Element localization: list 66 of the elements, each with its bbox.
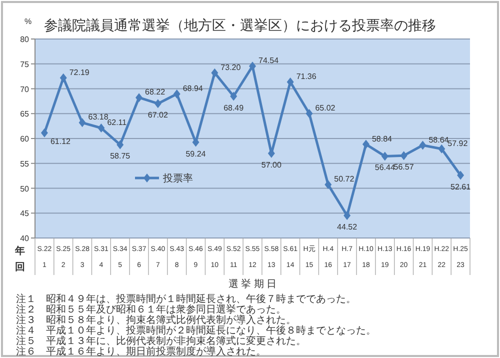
- point: [438, 144, 446, 154]
- chart-title: 参議院議員通常選挙（地方区・選挙区）における投票率の推移: [44, 17, 436, 33]
- text: 68.94: [182, 84, 203, 94]
- text: 注４ 平成１０年より、投票時間が２時間延長になり、午後８時までとなった。: [16, 324, 376, 336]
- point: [211, 68, 218, 78]
- text: 注３ 昭和５８年より、拘束名簿式比例代表制が導入された。: [16, 314, 296, 326]
- text: 58.75: [110, 152, 130, 161]
- y-tick-label: 70: [20, 84, 30, 94]
- point: [173, 90, 180, 99]
- point: [344, 211, 351, 220]
- point: [230, 92, 238, 101]
- text: 注５ 平成１３年に、比例代表制が非拘束名簿式に変更された。: [16, 335, 306, 347]
- point: [116, 140, 124, 150]
- y-tick-label: 55: [20, 159, 30, 168]
- text: 58.84: [372, 134, 392, 144]
- point: [60, 73, 67, 82]
- y-tick-label: 45: [20, 209, 30, 218]
- text: 56.44: [374, 163, 395, 172]
- point: [154, 99, 162, 108]
- point: [306, 109, 313, 118]
- point: [362, 140, 370, 149]
- text: 52.61: [450, 182, 471, 192]
- point: [136, 93, 143, 102]
- y-tick-label: 50: [20, 184, 30, 194]
- point: [98, 124, 105, 133]
- y-tick-label: 40: [20, 234, 30, 243]
- legend-label: 投票率: [162, 172, 193, 184]
- y-tick-label: 75: [20, 60, 30, 69]
- point: [419, 140, 426, 150]
- text: 注１ 昭和４９年は、投票時間が１時間延長され、午後７時までであった。: [16, 293, 356, 305]
- point: [286, 77, 294, 86]
- text: 44.52: [337, 222, 358, 232]
- y-tick-label: 60: [20, 134, 30, 144]
- point: [192, 138, 200, 147]
- text: 62.11: [107, 118, 127, 128]
- text: 57.00: [261, 160, 282, 170]
- text: 73.20: [220, 62, 241, 72]
- point: [40, 128, 48, 138]
- y-tick-label: 80: [20, 35, 30, 44]
- text: 71.36: [296, 72, 316, 81]
- text: 65.02: [315, 104, 336, 113]
- text: 68.22: [145, 88, 166, 97]
- text: 58.64: [428, 135, 449, 144]
- point: [249, 62, 256, 71]
- point: [78, 118, 86, 128]
- text: 年: [14, 245, 25, 257]
- text: 50.72: [334, 174, 354, 184]
- text: 57.92: [448, 138, 468, 148]
- point: [324, 180, 332, 190]
- y-axis-title: %: [24, 17, 32, 26]
- point: [457, 170, 464, 180]
- point: [381, 152, 388, 161]
- text: 61.12: [50, 136, 70, 146]
- text: 注６ 平成１６年より、期日前投票制度が導入された。: [16, 346, 266, 358]
- text: 59.24: [186, 149, 206, 158]
- text: 67.02: [148, 110, 168, 120]
- text: 注２ 昭和５５年及び昭和６１年は衆参同日選挙であった。: [16, 304, 286, 316]
- text: 回: [15, 262, 25, 273]
- text: 63.18: [88, 112, 108, 122]
- x-axis-title: 選 挙 期 日: [228, 278, 277, 290]
- text: 72.19: [69, 68, 90, 77]
- text: 68.49: [224, 103, 244, 112]
- text: 74.54: [258, 56, 279, 66]
- point: [400, 151, 408, 160]
- y-tick-label: 65: [20, 110, 30, 119]
- text: 56.57: [394, 162, 414, 172]
